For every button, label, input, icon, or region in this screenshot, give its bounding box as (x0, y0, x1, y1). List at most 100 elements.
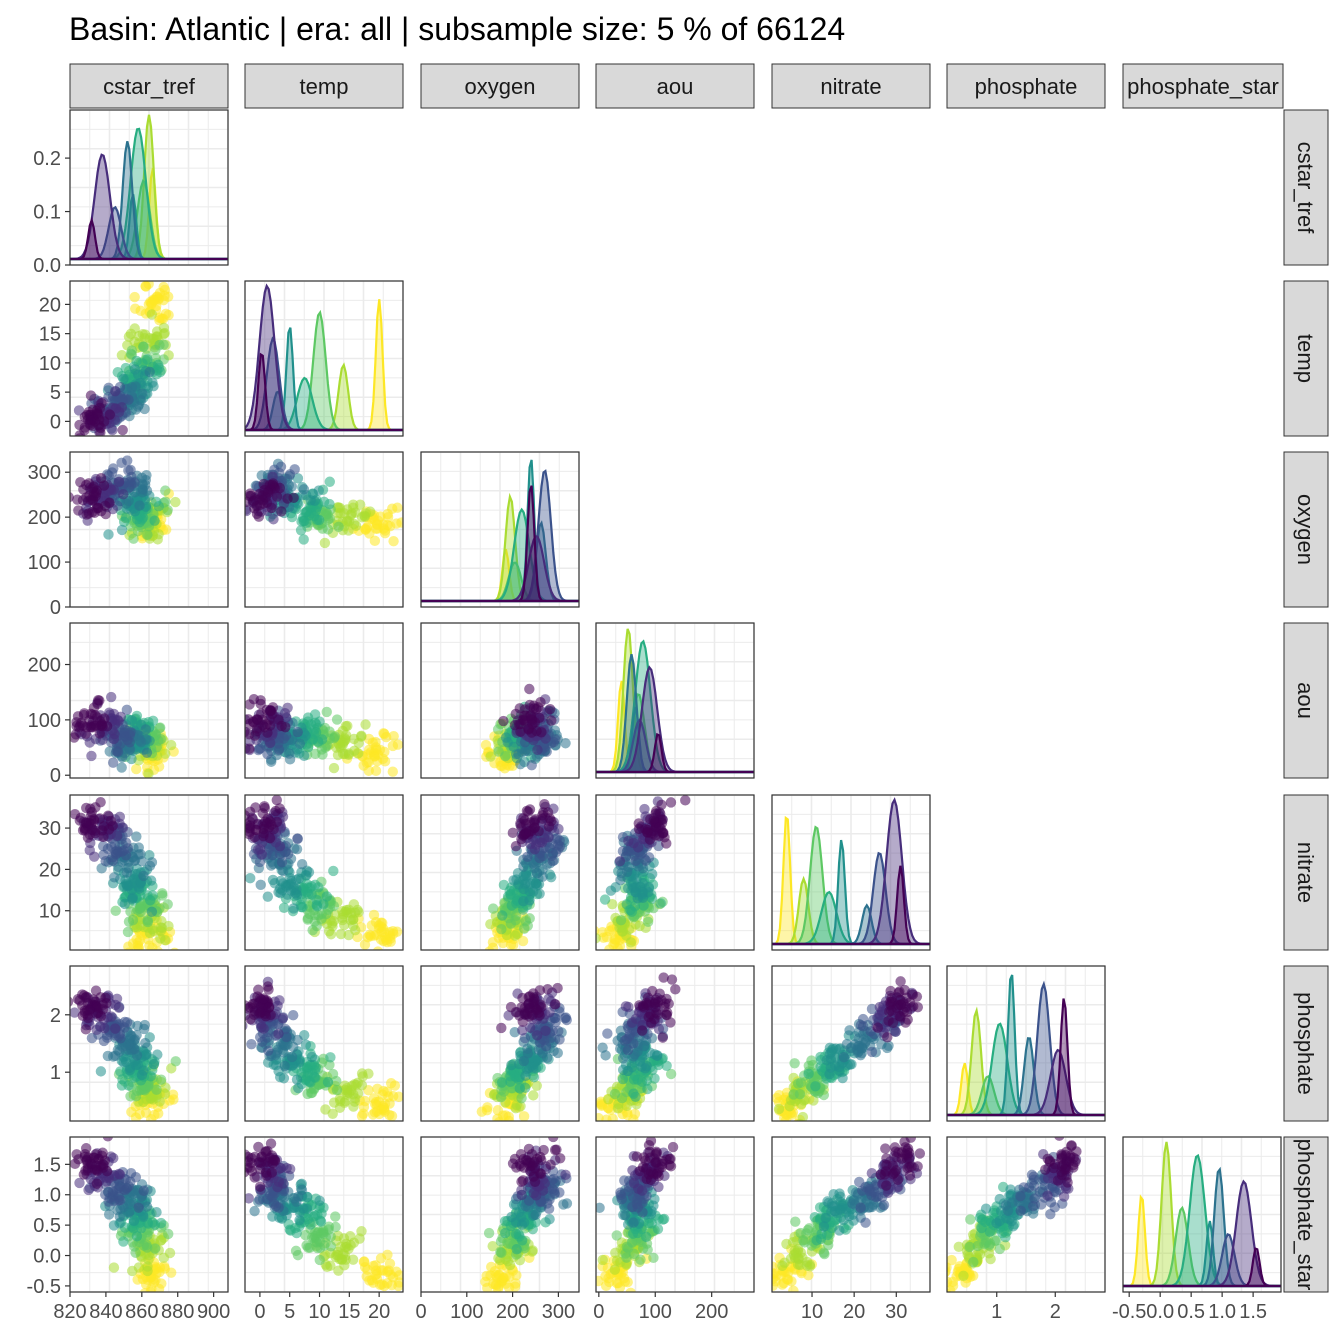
scatter-point (544, 704, 556, 715)
scatter-point (74, 995, 85, 1006)
scatter-point (108, 733, 120, 745)
strip-right-label: phosphate (1293, 992, 1318, 1095)
strip-right-label: phosphate_star (1293, 1139, 1318, 1291)
strip-right-phosphate (1283, 965, 1329, 1122)
scatter-point (348, 1101, 359, 1112)
scatter-point (284, 754, 296, 765)
scatter-point (295, 525, 307, 536)
scatter-point (146, 906, 158, 918)
scatter-point (665, 797, 677, 808)
scatter-point (278, 902, 290, 913)
scatter-panel-aou-temp (244, 622, 404, 779)
scatter-point (370, 765, 382, 777)
scatter-point (622, 1109, 633, 1121)
strip-right-nitrate (1283, 794, 1329, 951)
scatter-point (287, 1009, 299, 1021)
strip-right-label: nitrate (1293, 842, 1318, 903)
scatter-point (271, 491, 283, 502)
scatter-point (393, 1091, 403, 1102)
scatter-point (263, 1001, 275, 1013)
scatter-point (296, 858, 308, 870)
scatter-point (280, 722, 291, 733)
scatter-point (309, 1071, 320, 1083)
scatter-point (544, 843, 555, 854)
scatter-point (522, 1008, 533, 1020)
scatter-point (515, 726, 526, 737)
scatter-point (84, 829, 95, 840)
scatter-point (131, 831, 142, 842)
scatter-point (160, 485, 171, 496)
scatter-point (132, 525, 144, 537)
scatter-point (370, 1096, 382, 1108)
scatter-point (245, 1000, 250, 1011)
scatter-point (372, 1121, 382, 1131)
scatter-point (122, 880, 133, 891)
scatter-point (376, 951, 386, 961)
strip-right-label: cstar_tref (1293, 142, 1318, 235)
scatter-point (160, 1082, 171, 1093)
scatter-point (142, 529, 153, 540)
scatter-point (291, 1074, 303, 1085)
scatter-point (833, 1044, 845, 1055)
strip-top-label: cstar_tref (103, 74, 196, 99)
scatter-point (298, 750, 310, 761)
scatter-point (245, 1021, 248, 1031)
scatter-point (160, 308, 172, 320)
scatter-point (93, 437, 103, 447)
scatter-point (109, 872, 120, 883)
scatter-point (379, 525, 391, 536)
scatter-point (655, 898, 666, 909)
panel-marks (772, 797, 930, 946)
scatter-point (510, 708, 521, 720)
scatter-point (257, 495, 269, 506)
scatter-point (152, 1049, 163, 1060)
scatter-point (131, 763, 142, 775)
scatter-point (70, 1007, 80, 1018)
scatter-point (245, 1013, 256, 1025)
scatter-point (131, 514, 143, 525)
scatter-point (265, 860, 277, 871)
scatter-point (534, 888, 545, 899)
scatter-point (530, 814, 541, 825)
scatter-point (543, 821, 555, 832)
scatter-point (325, 929, 337, 940)
scatter-point (364, 744, 375, 755)
scatter-point (502, 891, 514, 902)
scatter-point (123, 916, 135, 927)
scatter-point (313, 882, 324, 893)
scatter-point (662, 1007, 673, 1018)
density-panel-oxygen-oxygen (420, 451, 580, 608)
scatter-point (160, 748, 171, 759)
scatter-point (498, 715, 509, 727)
scatter-point (506, 900, 517, 911)
panel-marks (245, 795, 403, 961)
scatter-point (378, 1085, 389, 1097)
scatter-point (83, 508, 94, 519)
scatter-panel-nitrate-temp (244, 794, 404, 961)
scatter-point (518, 895, 529, 907)
scatter-point (126, 753, 137, 765)
scatter-point (311, 920, 322, 932)
scatter-point (132, 1020, 143, 1032)
panel-border (69, 109, 229, 266)
scatter-point (129, 477, 140, 488)
panel-border (69, 622, 229, 779)
scatter-point (773, 1090, 785, 1101)
panel-border (420, 965, 580, 1122)
scatter-point (636, 1076, 648, 1087)
scatter-point (110, 1050, 121, 1062)
scatter-point (95, 472, 107, 484)
scatter-point (327, 1108, 338, 1119)
scatter-point (245, 488, 256, 499)
scatter-point (107, 424, 118, 436)
scatter-point (158, 281, 169, 293)
scatter-point (300, 1039, 312, 1050)
scatter-point (642, 916, 654, 928)
scatter-point (111, 830, 123, 842)
scatter-point (116, 1080, 128, 1091)
scatter-point (122, 1039, 134, 1050)
scatter-point (274, 803, 285, 814)
scatter-point (536, 727, 547, 738)
scatter-point (321, 706, 332, 718)
strip-top-oxygen (420, 63, 580, 109)
